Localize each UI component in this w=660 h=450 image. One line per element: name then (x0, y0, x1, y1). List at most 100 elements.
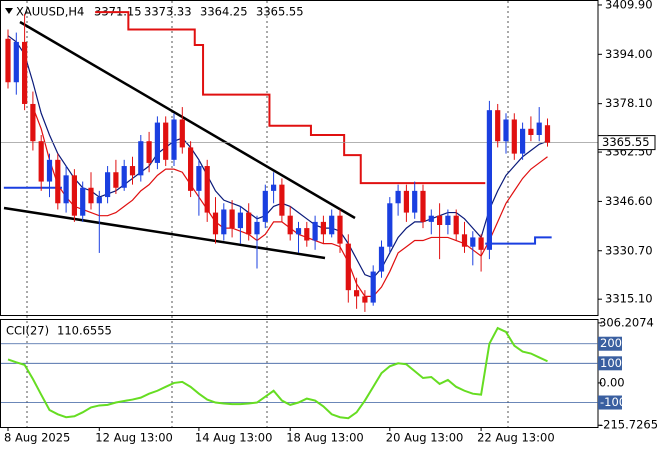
candle-body (63, 175, 69, 204)
y-tick-label: 0.00 (599, 375, 625, 389)
current-price-label: 3365.55 (602, 135, 650, 149)
candle-body (237, 212, 243, 229)
candle-body (511, 119, 517, 154)
step-line (3, 186, 552, 245)
candle-body (204, 166, 210, 213)
candle-body (138, 141, 144, 176)
level-label-box (598, 336, 622, 351)
level-label: 100 (600, 356, 622, 370)
candle-body (320, 221, 326, 235)
candle-body (412, 190, 418, 213)
candle-body (503, 119, 509, 142)
candle-body (96, 197, 102, 204)
candle-body (495, 110, 501, 142)
candle-body (295, 228, 302, 235)
candle-body (105, 172, 111, 198)
candle-body (246, 212, 252, 235)
candle-body (13, 41, 19, 83)
candle-body (88, 187, 94, 204)
candle-body (113, 172, 119, 188)
candle-body (378, 246, 385, 272)
y-tick-label: 3346.60 (605, 194, 653, 208)
indicator-line (7, 35, 548, 279)
y-tick-label: 3330.70 (605, 243, 653, 257)
candle-body (129, 166, 136, 176)
x-tick-label: 18 Aug 13:00 (286, 431, 364, 445)
candle-body (370, 271, 376, 303)
candle-body (55, 159, 61, 204)
chart-title: XAUUSD,H4 (16, 5, 84, 19)
level-label: -100 (600, 395, 626, 409)
candle-body (354, 290, 360, 297)
candle-body (212, 212, 219, 235)
y-tick-label: 306.2074 (599, 315, 654, 329)
candle-body (171, 119, 177, 160)
candle-body (229, 209, 235, 229)
candle-body (486, 110, 492, 250)
price-panel (0, 0, 599, 316)
candle-body (453, 215, 459, 235)
candle-body (329, 215, 335, 235)
candle-body (5, 38, 11, 83)
candle-body (345, 243, 351, 291)
candle-body (80, 187, 86, 216)
x-tick-label: 20 Aug 13:00 (386, 431, 464, 445)
candle-body (287, 215, 293, 235)
candle-body (279, 184, 285, 216)
y-tick-label: 3409.90 (605, 0, 653, 11)
candle-body (71, 175, 77, 216)
ohlc-low: 3364.25 (200, 5, 248, 19)
candle-body (254, 221, 260, 235)
candle-body (420, 190, 426, 222)
candle-body (387, 203, 393, 247)
cci-panel (0, 319, 599, 428)
current-price-box (597, 135, 656, 151)
candle-body (30, 103, 36, 142)
trendline (19, 20, 356, 220)
candle-body (179, 119, 185, 148)
ohlc-high: 3373.33 (144, 5, 192, 19)
y-tick-label: 3378.10 (605, 96, 653, 110)
step-line (95, 11, 486, 185)
candle-body (428, 215, 434, 222)
y-tick-label: 3394.00 (605, 47, 653, 61)
candle-body (403, 190, 409, 213)
candle-body (437, 215, 443, 225)
candle-body (271, 184, 277, 191)
candle-body (544, 125, 551, 143)
candle-body (478, 237, 484, 250)
candle-body (528, 128, 534, 135)
symbol-icon (5, 8, 13, 14)
candle-body (46, 159, 53, 182)
candle-body (304, 228, 310, 241)
candle-body (337, 215, 343, 244)
candle-body (196, 166, 202, 191)
level-label-box (598, 395, 622, 410)
candle-body (38, 141, 44, 182)
candle-body (262, 190, 268, 222)
candle-body (536, 122, 542, 135)
ohlc-close: 3365.55 (256, 5, 304, 19)
cci-value: 110.6555 (57, 324, 112, 338)
level-label-box (598, 356, 622, 371)
y-tick-label: 3315.10 (605, 292, 653, 306)
x-tick-label: 22 Aug 13:00 (477, 431, 555, 445)
x-tick-label: 12 Aug 13:00 (95, 431, 173, 445)
x-tick-label: 8 Aug 2025 (4, 431, 70, 445)
candle-body (312, 221, 318, 241)
candle-body (146, 141, 152, 163)
x-tick-label: 14 Aug 13:00 (195, 431, 273, 445)
candle-body (163, 122, 169, 160)
candle-body (445, 215, 451, 225)
candle-body (362, 296, 368, 303)
candle-body (470, 237, 476, 247)
cci-title: CCI(27) (6, 324, 49, 338)
candle-body (520, 128, 526, 154)
cci-line (7, 326, 548, 420)
candle-body (395, 190, 401, 204)
candle-body (221, 209, 227, 235)
candle-body (154, 122, 160, 163)
candle-body (461, 234, 468, 247)
level-label: 200 (600, 336, 622, 350)
